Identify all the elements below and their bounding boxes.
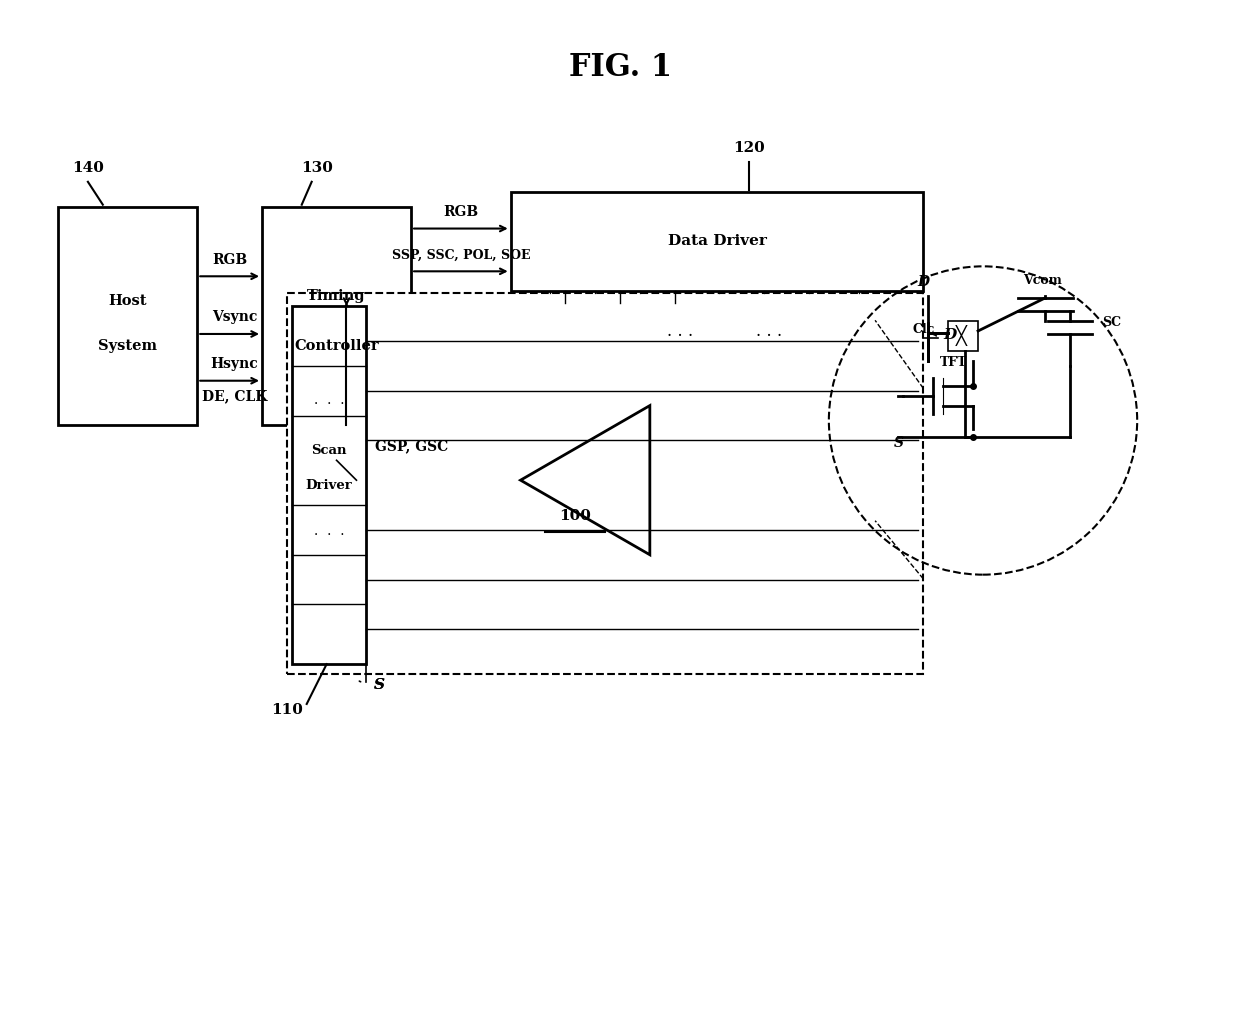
Text: Data Driver: Data Driver: [667, 235, 766, 248]
Text: S: S: [373, 679, 384, 692]
Text: Scan: Scan: [311, 444, 347, 457]
Text: 130: 130: [301, 161, 332, 175]
Text: SC: SC: [1102, 316, 1121, 329]
FancyBboxPatch shape: [58, 207, 197, 425]
FancyBboxPatch shape: [286, 293, 924, 674]
Text: Vsync: Vsync: [212, 310, 257, 324]
Text: S: S: [373, 679, 384, 692]
Text: FIG. 1: FIG. 1: [568, 52, 672, 83]
Text: 110: 110: [270, 703, 303, 716]
Text: · · ·: · · ·: [667, 328, 693, 345]
Text: Driver: Driver: [306, 479, 352, 492]
Text: SSP, SSC, POL, SOE: SSP, SSC, POL, SOE: [392, 248, 531, 261]
Text: Vcom: Vcom: [1023, 275, 1063, 287]
Text: ·  ·  ·: · · ·: [314, 397, 345, 411]
Text: DE, CLK: DE, CLK: [202, 390, 268, 404]
Text: RGB: RGB: [212, 253, 247, 268]
Text: ╳: ╳: [956, 326, 966, 346]
FancyBboxPatch shape: [511, 192, 924, 291]
Text: System: System: [98, 339, 157, 353]
Text: ·  ·  ·: · · ·: [314, 528, 345, 542]
Text: Clc: Clc: [913, 323, 935, 336]
Text: Hsync: Hsync: [211, 357, 258, 371]
Text: 120: 120: [733, 141, 765, 155]
Text: GSP, GSC: GSP, GSC: [374, 440, 448, 453]
Text: Timing: Timing: [308, 289, 366, 303]
FancyBboxPatch shape: [949, 321, 978, 351]
Text: · · ·: · · ·: [756, 328, 782, 345]
FancyBboxPatch shape: [262, 207, 412, 425]
Text: 100: 100: [559, 509, 591, 523]
Text: D: D: [944, 328, 956, 342]
Text: RGB: RGB: [444, 205, 479, 218]
FancyBboxPatch shape: [291, 306, 366, 664]
Text: TFT: TFT: [940, 356, 967, 369]
Text: 140: 140: [72, 161, 104, 175]
Text: Controller: Controller: [294, 339, 379, 353]
Text: Host: Host: [108, 294, 146, 309]
Text: S: S: [894, 437, 904, 450]
Text: D: D: [918, 276, 929, 289]
